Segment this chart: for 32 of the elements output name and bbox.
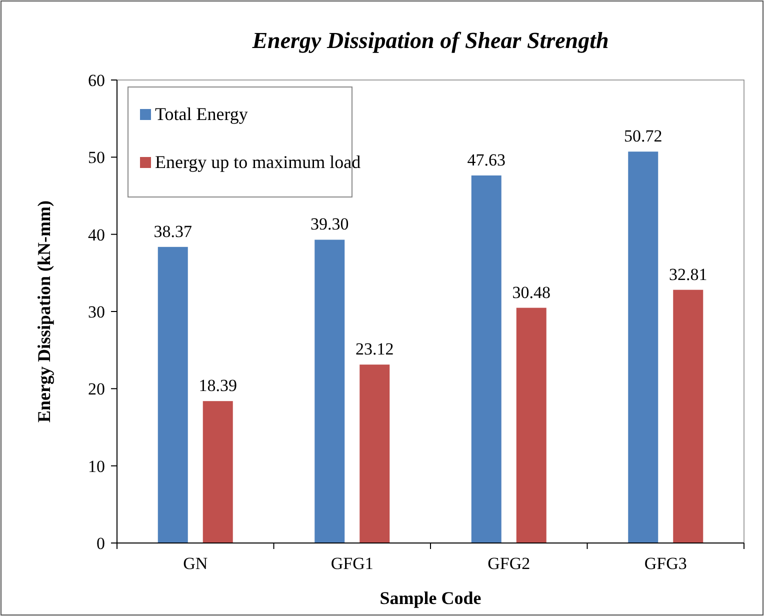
y-tick-label: 10	[88, 456, 105, 476]
bar	[516, 308, 546, 543]
legend-label: Total Energy	[155, 104, 248, 124]
x-tick-label: GFG3	[644, 554, 687, 573]
data-label: 30.48	[512, 282, 550, 302]
x-tick-label: GFG1	[330, 554, 374, 573]
y-tick-label: 60	[88, 71, 105, 90]
legend-label: Energy up to maximum load	[155, 152, 361, 172]
data-label: 39.30	[310, 214, 349, 234]
y-tick-label: 20	[88, 380, 105, 399]
data-label: 18.39	[198, 376, 237, 396]
y-tick-label: 40	[88, 225, 105, 244]
x-axis-title: Sample Code	[380, 588, 482, 608]
y-tick-label: 0	[96, 534, 105, 553]
chart-title: Energy Dissipation of Shear Strength	[251, 28, 609, 53]
y-tick-label: 30	[88, 302, 105, 322]
x-tick-label: GFG2	[488, 554, 530, 573]
data-label: 38.37	[154, 222, 192, 241]
bar	[628, 152, 658, 543]
y-axis-title: Energy Dissipation (kN-mm)	[34, 200, 54, 423]
bar	[202, 401, 233, 543]
x-tick-label: GN	[183, 554, 208, 573]
data-label: 50.72	[624, 126, 662, 146]
bar	[360, 364, 390, 543]
data-label: 47.63	[467, 150, 506, 170]
y-tick-label: 50	[88, 148, 105, 168]
data-label: 23.12	[356, 340, 394, 359]
data-label: 32.81	[669, 264, 708, 284]
bar	[314, 240, 345, 543]
bar	[471, 175, 502, 543]
bar	[673, 290, 704, 543]
bar	[158, 246, 188, 543]
